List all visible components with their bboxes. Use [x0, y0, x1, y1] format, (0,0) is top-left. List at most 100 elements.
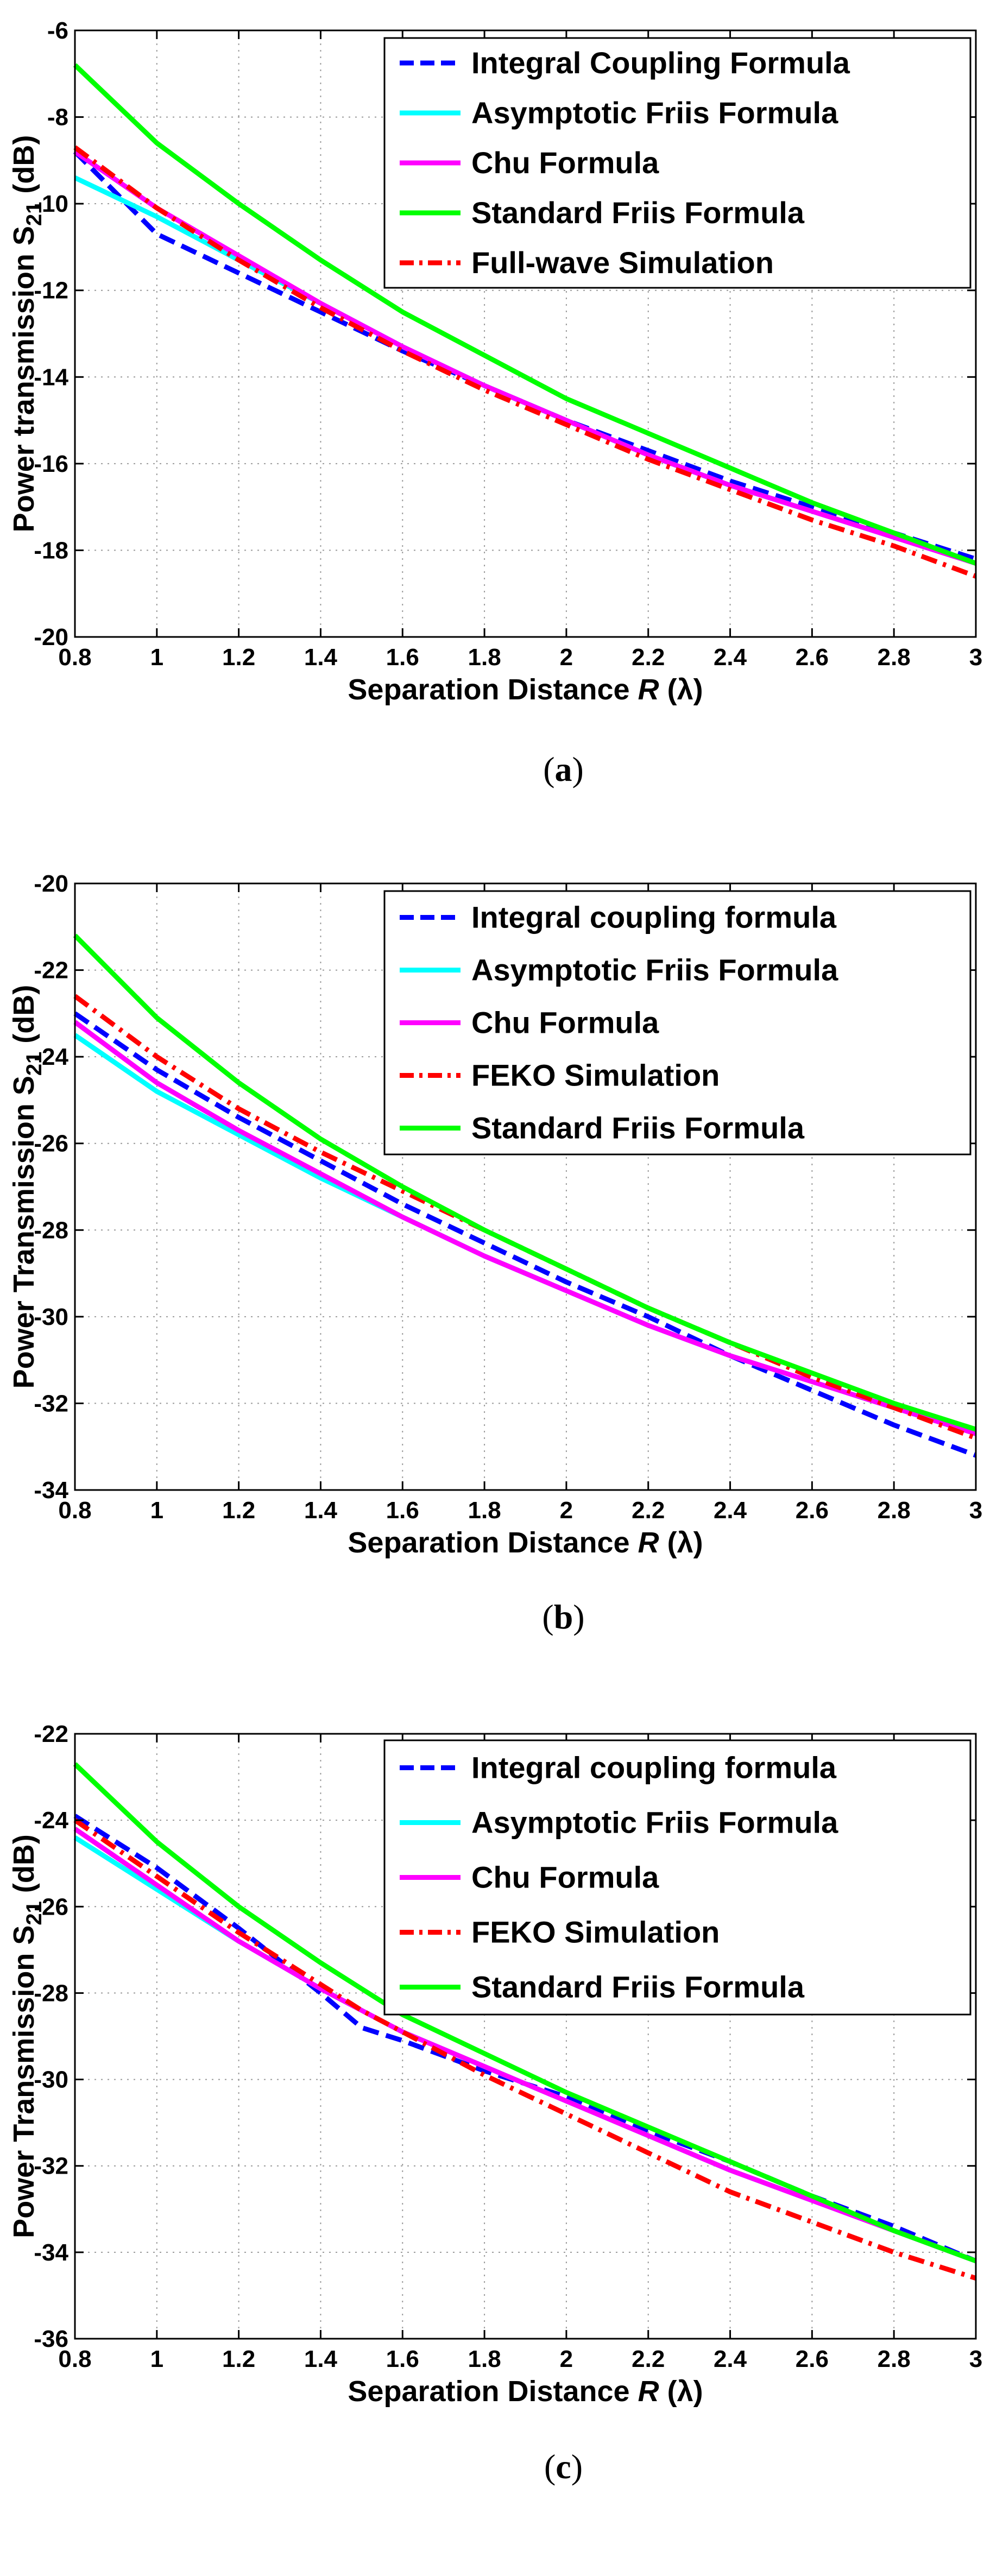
x-tick-label: 1.6 [386, 644, 419, 671]
panel-caption-letter: c [556, 2447, 571, 2486]
x-tick-label: 1.8 [468, 2346, 501, 2372]
x-tick-label: 1.8 [468, 1497, 501, 1524]
series-line [73, 1011, 977, 1458]
panel-caption: (c) [544, 2447, 583, 2486]
legend-label: Asymptotic Friis Formula [471, 1805, 838, 1840]
y-axis-label-sub: 21 [22, 202, 46, 226]
chart-panel-c: 0.8 1 1.2 1.4 1.6 1.8 2 2.2 2.4 2.6 2.8 3 -36 -34 -32 -… [8, 1721, 982, 2486]
y-tick-label: -24 [34, 1044, 68, 1070]
y-tick-label: -22 [34, 1721, 68, 1747]
y-axis-label-text: Power transmission S [8, 226, 40, 532]
y-axis-label-sub: 21 [22, 1052, 46, 1076]
x-tick-label: 2.8 [878, 2346, 911, 2372]
x-tick-label: 1.2 [222, 644, 255, 671]
y-tick-label: -10 [34, 191, 68, 217]
x-tick-label: 2.4 [714, 2346, 747, 2372]
y-tick-label: -14 [34, 364, 68, 390]
legend-label: Chu Formula [471, 1006, 659, 1040]
y-tick-label: -28 [34, 1980, 68, 2006]
panel-caption-paren: ( [543, 750, 554, 788]
legend-label: Asymptotic Friis Formula [471, 953, 838, 987]
x-axis-label-text: Separation Distance [348, 2375, 638, 2408]
y-tick-label: -12 [34, 277, 68, 304]
panel-caption-letter: a [555, 750, 572, 788]
x-tick-label: 1.2 [222, 2346, 255, 2372]
x-tick-label: 1.2 [222, 1497, 255, 1524]
y-tick-label: -34 [34, 1477, 68, 1504]
series-line [73, 145, 977, 579]
x-tick-label: 2.2 [632, 644, 665, 671]
x-tick-label: 2 [560, 644, 573, 671]
y-axis-label: Power Transmission S21 (dB) [8, 1834, 46, 2238]
x-axis-label-var: R [638, 2375, 659, 2408]
y-tick-label: -32 [34, 1390, 68, 1417]
axes-frame [74, 882, 977, 1491]
x-tick-label: 2.2 [632, 1497, 665, 1524]
y-axis-label-unit: (dB) [8, 1834, 40, 1901]
chart-panel-b: 0.8 1 1.2 1.4 1.6 1.8 2 2.2 2.4 2.6 2.8 3 -34 -32 -30 -… [8, 870, 982, 1636]
y-tick-label: -20 [34, 870, 68, 897]
y-tick-label: -24 [34, 1807, 68, 1834]
x-tick-label: 2.6 [796, 644, 829, 671]
legend-label: FEKO Simulation [471, 1058, 720, 1093]
legend-label: Asymptotic Friis Formula [471, 96, 838, 130]
legend-label: Integral Coupling Formula [471, 46, 850, 80]
series-line [73, 1762, 977, 2264]
y-tick-label: -30 [34, 2067, 68, 2093]
x-tick-label: 2.4 [714, 1497, 747, 1524]
series-line [73, 1827, 977, 2264]
y-axis-label: Power Transmission S21 (dB) [8, 985, 46, 1389]
axes-frame [74, 1733, 977, 2340]
y-axis-label-sub: 21 [22, 1901, 46, 1925]
y-tick-label: -32 [34, 2153, 68, 2180]
x-axis-label-text: Separation Distance [348, 673, 638, 706]
legend-label: Standard Friis Formula [471, 195, 805, 230]
y-tick-label: -16 [34, 451, 68, 477]
x-axis-label-unit: (λ) [659, 1526, 703, 1559]
y-tick-label: -22 [34, 957, 68, 984]
legend-label: Standard Friis Formula [471, 1111, 805, 1145]
panel-caption: (b) [542, 1598, 584, 1636]
y-tick-label: -26 [34, 1131, 68, 1157]
x-axis-label: Separation Distance R (λ) [348, 2375, 703, 2408]
legend-box [383, 37, 972, 289]
x-tick-label: 1.8 [468, 644, 501, 671]
x-tick-label: 1.4 [304, 644, 338, 671]
x-tick-label: 2.2 [632, 2346, 665, 2372]
legend-label: FEKO Simulation [471, 1915, 720, 1949]
panel-caption: (a) [543, 750, 584, 788]
x-tick-label: 1 [150, 1497, 163, 1524]
y-tick-label: -34 [34, 2239, 68, 2266]
legend-label: Integral coupling formula [471, 900, 837, 935]
x-tick-label: 1 [150, 2346, 163, 2372]
panel-caption-paren: ) [572, 750, 584, 788]
x-tick-label: 3 [969, 1497, 982, 1524]
y-tick-label: -30 [34, 1304, 68, 1330]
series-line [73, 63, 977, 566]
legend-box [383, 890, 972, 1156]
y-axis-label: Power transmission S21 (dB) [8, 135, 46, 533]
series-line [73, 1818, 977, 2281]
legend-label: Standard Friis Formula [471, 1970, 805, 2004]
x-tick-label: 2.8 [878, 644, 911, 671]
panel-caption-letter: b [554, 1598, 573, 1636]
y-axis-label-text: Power Transmission S [8, 1076, 40, 1388]
y-tick-label: -8 [47, 104, 68, 131]
y-tick-label: -28 [34, 1217, 68, 1243]
x-tick-label: 3 [969, 644, 982, 671]
y-axis-label-text: Power Transmission S [8, 1925, 40, 2238]
y-tick-label: -6 [47, 17, 68, 44]
y-tick-label: -20 [34, 624, 68, 651]
panel-caption-paren: ( [544, 2447, 556, 2486]
x-tick-label: 3 [969, 2346, 982, 2372]
x-tick-label: 2 [560, 2346, 573, 2372]
x-tick-label: 2 [560, 1497, 573, 1524]
series-line [73, 933, 977, 1432]
y-axis-label-unit: (dB) [8, 985, 40, 1052]
x-axis-label-var: R [638, 673, 659, 706]
x-tick-label: 2.8 [878, 1497, 911, 1524]
series-line [73, 1020, 977, 1436]
axes-frame [74, 29, 977, 638]
legend-label: Integral coupling formula [471, 1751, 837, 1785]
